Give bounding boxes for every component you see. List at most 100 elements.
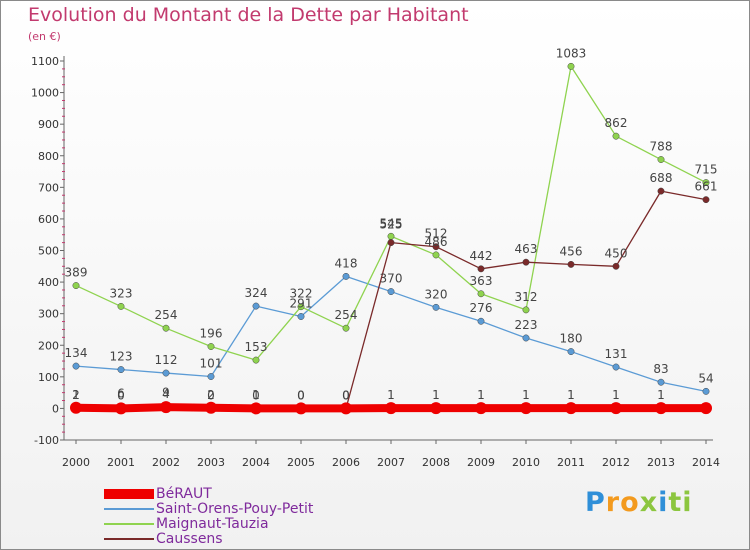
data-point-maignaut-tauzia — [72, 282, 80, 290]
data-point-saint-orens-pouy-petit — [387, 288, 395, 296]
data-label-caussens: 0 — [207, 388, 215, 402]
x-tick-label: 2012 — [602, 456, 630, 469]
data-point-saint-orens-pouy-petit — [702, 387, 710, 395]
data-point-beraut — [295, 402, 307, 415]
y-tick-label: -100 — [34, 434, 59, 447]
data-label-saint-orens-pouy-petit: 320 — [425, 287, 448, 301]
data-point-saint-orens-pouy-petit — [612, 363, 620, 371]
data-label-caussens: 1 — [72, 388, 80, 402]
x-tick-label: 2009 — [467, 456, 495, 469]
data-label-saint-orens-pouy-petit: 223 — [515, 318, 538, 332]
data-point-beraut — [385, 402, 397, 415]
legend-swatch-saint-orens-pouy-petit — [104, 507, 154, 510]
data-label-maignaut-tauzia: 153 — [245, 340, 268, 354]
data-point-beraut — [115, 402, 127, 415]
x-tick-label: 2005 — [287, 456, 315, 469]
data-point-maignaut-tauzia — [612, 132, 620, 140]
data-point-caussens — [567, 260, 575, 268]
data-label-beraut: 4 — [162, 387, 170, 401]
y-tick-label: 400 — [38, 276, 59, 289]
data-label-maignaut-tauzia: 389 — [65, 266, 88, 280]
data-point-caussens — [477, 265, 485, 273]
data-label-caussens: 442 — [470, 249, 493, 263]
data-label-caussens: 450 — [605, 246, 628, 260]
data-point-maignaut-tauzia — [657, 156, 665, 163]
data-label-beraut: 1 — [657, 388, 665, 402]
data-label-maignaut-tauzia: 196 — [200, 327, 223, 341]
data-point-maignaut-tauzia — [432, 251, 440, 259]
data-point-maignaut-tauzia — [207, 343, 215, 350]
data-point-beraut — [520, 402, 532, 415]
data-point-saint-orens-pouy-petit — [567, 348, 575, 356]
x-tick-label: 2010 — [512, 456, 540, 469]
x-tick-label: 2006 — [332, 456, 360, 469]
data-label-saint-orens-pouy-petit: 134 — [65, 346, 88, 360]
data-label-caussens: 9 — [162, 386, 170, 400]
data-point-maignaut-tauzia — [702, 179, 710, 187]
data-label-maignaut-tauzia: 486 — [425, 235, 448, 249]
legend-item-beraut: BéRAUT — [104, 485, 212, 502]
data-label-beraut: 1 — [522, 388, 530, 402]
data-label-maignaut-tauzia: 545 — [380, 216, 403, 230]
data-point-maignaut-tauzia — [342, 324, 350, 332]
data-point-caussens — [432, 243, 440, 251]
y-tick-label: 0 — [52, 402, 59, 415]
data-point-caussens — [522, 258, 530, 266]
legend-swatch-caussens — [104, 537, 154, 540]
y-tick-label: 1000 — [31, 87, 59, 100]
data-point-beraut — [70, 401, 82, 414]
data-label-beraut: 0 — [117, 388, 125, 402]
chart-unit-label: (en €) — [28, 30, 61, 43]
data-label-beraut: 1 — [612, 388, 620, 402]
x-tick-label: 2008 — [422, 456, 450, 469]
data-label-beraut: 0 — [297, 388, 305, 402]
data-point-saint-orens-pouy-petit — [522, 334, 530, 342]
data-label-caussens: 0 — [297, 388, 305, 402]
data-label-caussens: 661 — [695, 180, 718, 194]
data-point-beraut — [430, 402, 442, 415]
legend-item-maignaut-tauzia: Maignaut-Tauzia — [104, 516, 269, 532]
data-point-caussens — [387, 239, 395, 247]
x-tick-label: 2014 — [692, 456, 720, 469]
x-tick-label: 2001 — [107, 456, 135, 469]
y-tick-label: 800 — [38, 150, 59, 163]
data-point-beraut — [340, 402, 352, 415]
data-point-beraut — [160, 401, 172, 414]
data-point-saint-orens-pouy-petit — [162, 369, 170, 377]
data-point-beraut — [700, 402, 712, 415]
data-label-saint-orens-pouy-petit: 291 — [290, 297, 313, 311]
x-tick-label: 2000 — [62, 456, 90, 469]
x-tick-label: 2013 — [647, 456, 675, 469]
data-point-beraut — [250, 402, 262, 415]
data-label-saint-orens-pouy-petit: 112 — [155, 353, 178, 367]
data-label-maignaut-tauzia: 788 — [650, 140, 673, 154]
data-label-saint-orens-pouy-petit: 276 — [470, 301, 493, 315]
data-point-saint-orens-pouy-petit — [117, 366, 125, 374]
data-point-caussens — [612, 262, 620, 270]
legend-item-saint-orens-pouy-petit: Saint-Orens-Pouy-Petit — [104, 501, 313, 517]
data-point-maignaut-tauzia — [387, 232, 395, 240]
y-tick-label: 100 — [38, 371, 59, 384]
legend-label-beraut: BéRAUT — [156, 485, 212, 502]
data-label-saint-orens-pouy-petit: 131 — [605, 347, 628, 361]
data-point-maignaut-tauzia — [297, 303, 305, 311]
data-label-beraut: 2 — [72, 388, 80, 402]
data-label-maignaut-tauzia: 363 — [470, 274, 493, 288]
data-label-beraut: 1 — [477, 388, 485, 402]
data-label-maignaut-tauzia: 312 — [515, 290, 538, 304]
data-point-saint-orens-pouy-petit — [657, 378, 665, 386]
logo-letter: x — [639, 487, 659, 518]
data-label-maignaut-tauzia: 323 — [110, 286, 133, 300]
data-label-caussens: 0 — [342, 388, 350, 402]
logo-letter: i — [658, 487, 669, 518]
x-tick-label: 2004 — [242, 456, 270, 469]
data-label-saint-orens-pouy-petit: 83 — [653, 362, 668, 376]
y-tick-label: 500 — [38, 245, 59, 258]
y-tick-label: 600 — [38, 213, 59, 226]
data-label-caussens: 512 — [425, 227, 448, 241]
data-point-saint-orens-pouy-petit — [72, 362, 80, 370]
logo-letter: r — [605, 487, 621, 518]
data-label-beraut: 1 — [387, 388, 395, 402]
